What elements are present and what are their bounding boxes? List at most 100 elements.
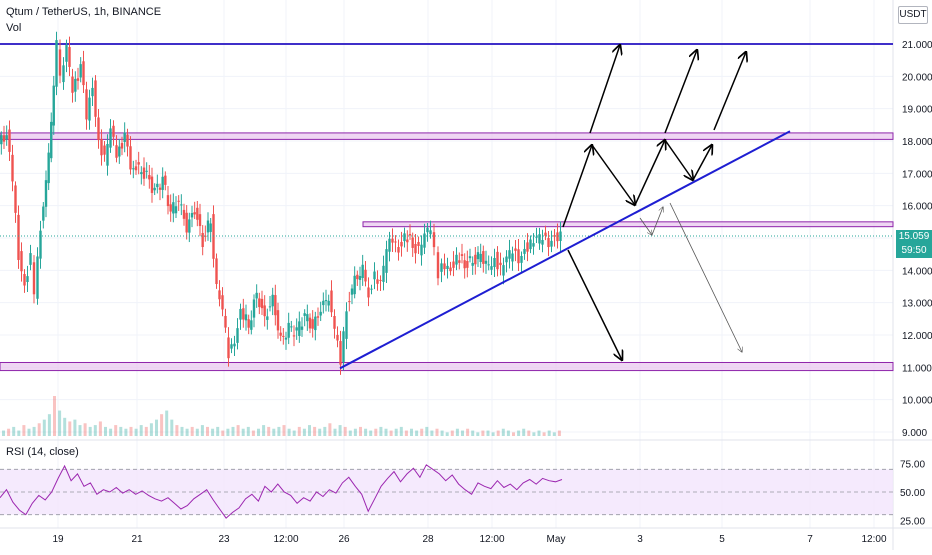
volume-bar xyxy=(251,430,255,436)
candle-body xyxy=(44,180,48,207)
candle-body xyxy=(541,239,544,245)
volume-bar xyxy=(547,430,551,436)
volume-bar xyxy=(338,425,342,436)
candle-body xyxy=(493,257,496,268)
candle-body xyxy=(458,260,461,263)
candle-body xyxy=(263,305,266,317)
candle-body xyxy=(322,300,325,306)
volume-bar xyxy=(37,423,41,436)
volume-bar xyxy=(190,426,194,436)
volume-bar xyxy=(139,425,143,436)
last-price-value: 15.059 xyxy=(898,231,930,242)
time-tick-label: 12:00 xyxy=(479,534,504,545)
candle-body xyxy=(266,316,269,320)
volume-bar xyxy=(216,426,220,436)
candle-body xyxy=(201,232,204,248)
price-tick-label: 16.000 xyxy=(902,202,932,213)
candle-body xyxy=(94,80,97,117)
candle-body xyxy=(230,344,233,349)
candle-body xyxy=(161,176,164,190)
candle-body xyxy=(388,238,391,252)
volume-bar xyxy=(83,423,87,436)
candle-body xyxy=(74,78,77,92)
candle-body xyxy=(177,200,180,202)
candle-body xyxy=(408,234,412,236)
candle-body xyxy=(164,175,167,185)
volume-bar xyxy=(328,423,332,436)
candle-body xyxy=(324,300,328,302)
candle-body xyxy=(385,249,388,273)
volume-bar xyxy=(134,428,138,436)
candle-body xyxy=(172,202,175,214)
volume-bar xyxy=(282,425,286,436)
volume-bar xyxy=(155,419,158,436)
volume-bar xyxy=(445,432,449,436)
volume-bar xyxy=(379,426,383,436)
projection-arrow xyxy=(639,217,652,235)
candle-body xyxy=(463,260,466,269)
candle-body xyxy=(553,235,556,237)
candle-body xyxy=(260,298,264,309)
volume-bar xyxy=(32,426,36,436)
candle-body xyxy=(403,233,406,242)
candle-body xyxy=(339,341,342,365)
candle-body xyxy=(397,247,400,253)
volume-bar xyxy=(455,428,459,436)
candle-body xyxy=(153,187,156,191)
volume-bar xyxy=(180,426,184,436)
volume-bar xyxy=(466,428,470,436)
candle-body xyxy=(511,253,514,262)
candle-body xyxy=(353,275,356,295)
price-tick-label: 21.000 xyxy=(902,40,932,51)
candle-body xyxy=(129,146,132,170)
projection-arrow xyxy=(713,52,746,131)
candle-body xyxy=(394,241,397,243)
volume-bar xyxy=(17,430,21,436)
candle-body xyxy=(300,326,304,330)
candle-body xyxy=(71,76,74,93)
price-tick-label: 13.000 xyxy=(902,299,932,310)
candle-body xyxy=(120,143,124,149)
candle-body xyxy=(526,242,529,252)
candle-body xyxy=(236,328,239,343)
candle-body xyxy=(535,236,538,238)
time-tick-label: 12:00 xyxy=(273,534,298,545)
candle-body xyxy=(150,176,154,193)
candle-body xyxy=(350,288,354,295)
candle-body xyxy=(134,166,138,171)
volume-bar xyxy=(343,426,347,436)
candle-body xyxy=(26,276,29,283)
candle-body xyxy=(358,275,362,280)
candle-body xyxy=(336,334,339,341)
volume-bar xyxy=(114,425,118,436)
candle-body xyxy=(514,248,517,251)
candle-body xyxy=(544,232,547,236)
currency-badge[interactable]: USDT xyxy=(898,6,928,24)
candle-body xyxy=(290,326,293,328)
candle-body xyxy=(356,274,359,280)
candle-body xyxy=(406,239,409,243)
candle-body xyxy=(311,319,314,329)
volume-bar xyxy=(522,428,526,436)
candle-body xyxy=(88,97,91,121)
candle-body xyxy=(367,287,370,298)
volume-bar xyxy=(144,426,148,436)
candle-body xyxy=(479,253,482,262)
candle-body xyxy=(2,135,6,142)
candle-body xyxy=(156,183,159,188)
time-tick-label: 26 xyxy=(338,534,350,545)
volume-bar xyxy=(98,421,102,436)
volume-bar xyxy=(491,432,495,436)
candle-body xyxy=(330,290,333,313)
candle-body xyxy=(314,316,317,331)
candle-body xyxy=(145,170,148,172)
time-tick-label: 3 xyxy=(637,534,643,545)
volume-bar xyxy=(78,425,82,436)
candle-body xyxy=(32,262,36,295)
volume-bar xyxy=(471,430,475,436)
candle-body xyxy=(17,214,20,260)
volume-bar xyxy=(399,426,403,436)
candle-body xyxy=(476,252,480,260)
